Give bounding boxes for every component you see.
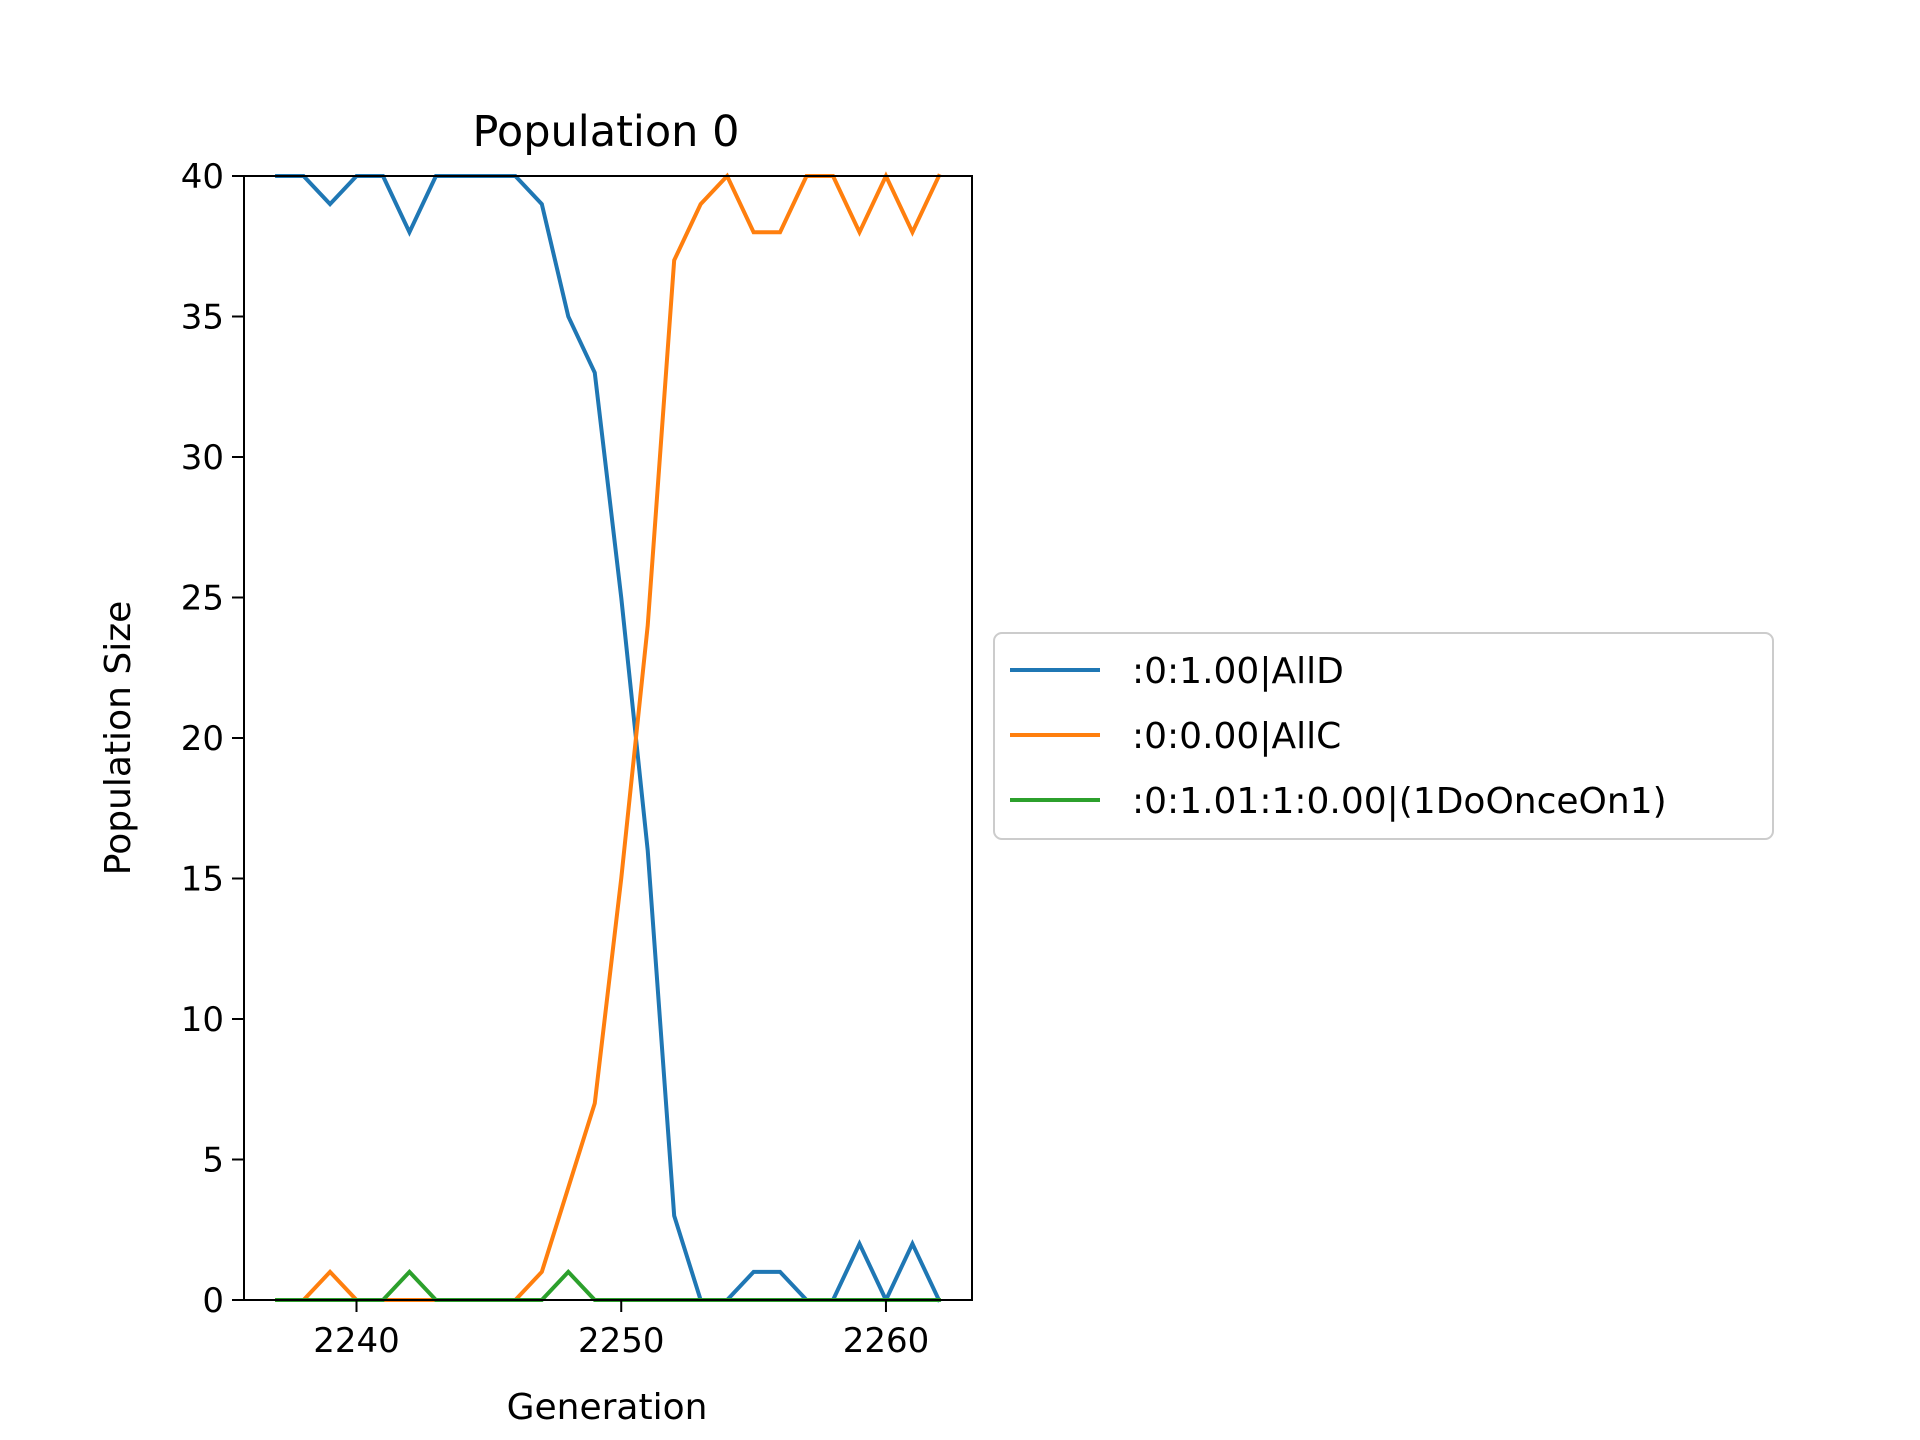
y-tick-label: 10: [181, 1000, 224, 1040]
y-tick-label: 0: [202, 1281, 224, 1321]
legend-label-0: :0:1.00|AllD: [1132, 651, 1344, 692]
x-axis-label: Generation: [507, 1387, 708, 1428]
legend: :0:1.00|AllD :0:0.00|AllC :0:1.01:1:0.00|(…: [993, 632, 1774, 840]
x-tick-label: 2240: [313, 1321, 400, 1361]
legend-frame: [993, 632, 1774, 840]
x-tick-label: 2250: [578, 1321, 665, 1361]
x-axis: 2240 2250 2260: [313, 1300, 929, 1361]
y-tick-label: 20: [181, 719, 224, 759]
x-tick-label: 2260: [843, 1321, 930, 1361]
chart-title: Population 0: [473, 107, 740, 157]
y-axis-label: Population Size: [98, 601, 139, 875]
y-tick-label: 30: [181, 438, 224, 478]
y-tick-label: 25: [181, 579, 224, 619]
y-axis: 0 5 10 15 20 25 30 35 40: [181, 157, 244, 1321]
legend-label-1: :0:0.00|AllC: [1132, 716, 1341, 757]
y-tick-label: 35: [181, 298, 224, 338]
y-tick-label: 5: [202, 1141, 224, 1181]
y-tick-label: 15: [181, 860, 224, 900]
legend-label-2: :0:1.01:1:0.00|(1DoOnceOn1): [1132, 781, 1667, 822]
y-tick-label: 40: [181, 157, 224, 197]
